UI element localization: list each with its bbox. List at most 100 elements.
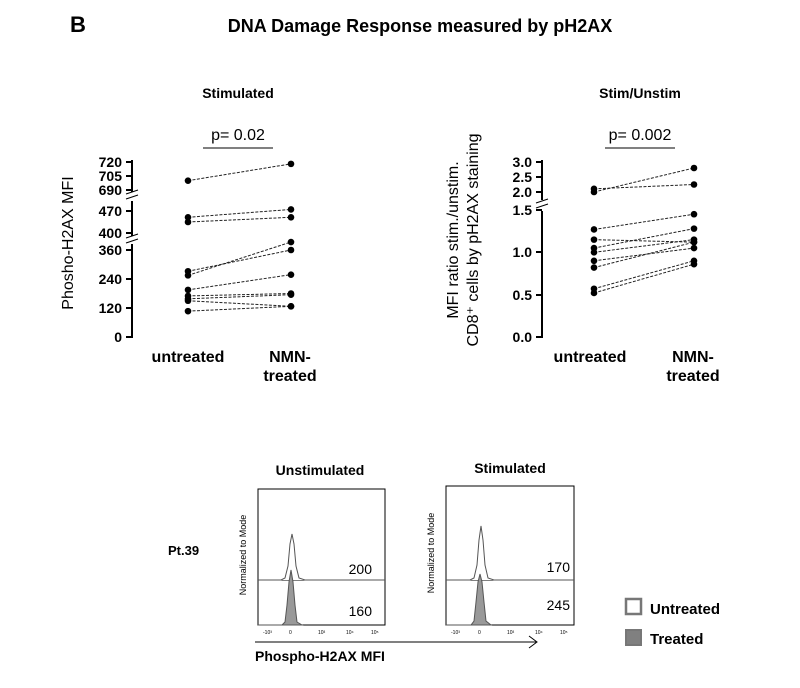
x-tick-label: -10³ <box>451 630 460 636</box>
untreated-point <box>184 218 192 226</box>
x-axis-label: Phospho-H2AX MFI <box>255 648 385 664</box>
treated-mfi-value: 160 <box>349 603 373 619</box>
y-tick: 720 <box>99 154 132 170</box>
treated-point <box>690 260 698 268</box>
y-tick-label: 240 <box>99 271 123 287</box>
x-tick-label: untreated <box>554 349 627 366</box>
stimulated-chart: Stimulated p= 0.02 Phosho-H2AX MFI 720 7… <box>60 85 317 385</box>
y-tick: 0 <box>114 329 132 345</box>
y-tick: 360 <box>99 242 132 258</box>
y-tick: 2.5 <box>513 169 542 185</box>
treated-point <box>287 238 295 246</box>
y-axis-label: Phosho-H2AX MFI <box>60 176 77 309</box>
treated-mfi-value: 245 <box>547 597 571 613</box>
patient-label: Pt.39 <box>168 543 199 558</box>
y-tick-label: 120 <box>99 300 123 316</box>
x-tick-label: 10⁴ <box>346 630 354 636</box>
pair-line <box>593 260 695 290</box>
y-axis-label: Normalized to Mode <box>426 513 436 594</box>
y-tick: 400 <box>99 225 132 241</box>
x-tick-label: 10⁵ <box>560 630 568 636</box>
axis-break-mark <box>125 238 139 244</box>
untreated-point <box>184 297 192 305</box>
y-tick: 0.0 <box>513 329 542 345</box>
pair-line <box>593 239 695 253</box>
histogram-section: Unstimulated Stimulated Pt.39 Normalized… <box>168 460 720 664</box>
x-tick-label: 10³ <box>318 630 326 636</box>
y-tick-label: 1.5 <box>513 202 533 218</box>
treated-point <box>690 164 698 172</box>
axis-break-mark <box>125 233 139 239</box>
y-tick: 1.5 <box>513 202 542 218</box>
data-pairs <box>590 164 698 297</box>
pair-line <box>187 305 292 312</box>
x-tick-label: -10³ <box>263 630 272 636</box>
y-axis-label-multiline: MFI ratio stim./unstim. CD8⁺ cells by pH2… <box>445 134 482 347</box>
axis-break-mark <box>125 189 139 195</box>
pair-line <box>187 274 292 291</box>
untreated-histogram <box>446 525 574 581</box>
axis-break-mark <box>535 198 549 204</box>
untreated-point <box>590 264 598 271</box>
x-tick-label: 0 <box>289 630 292 636</box>
untreated-mfi-value: 170 <box>547 559 571 575</box>
legend-swatch-treated <box>625 629 642 646</box>
histogram-frame <box>257 488 386 626</box>
legend: Untreated Treated <box>624 597 720 648</box>
untreated-histogram <box>258 533 385 581</box>
histogram-frame <box>445 485 575 626</box>
treated-point <box>287 246 295 254</box>
untreated-point <box>184 307 192 315</box>
x-tick-label: 10⁴ <box>535 630 543 636</box>
pair-line <box>187 241 292 276</box>
y-tick-label: 720 <box>99 154 123 170</box>
treated-point <box>690 238 698 246</box>
p-value: p= 0.002 <box>609 127 672 144</box>
figure-title: DNA Damage Response measured by pH2AX <box>228 16 612 36</box>
pair-line <box>593 263 695 294</box>
y-tick: 240 <box>99 271 132 287</box>
pair-line <box>593 228 695 249</box>
axis-break-mark <box>125 194 139 200</box>
pair-line <box>187 300 292 307</box>
x-tick-label-multiline: NMN-treated <box>666 349 719 385</box>
treated-point <box>690 181 698 188</box>
y-tick: 1.0 <box>513 244 542 260</box>
legend-label: Untreated <box>650 601 720 618</box>
pair-line <box>187 208 292 218</box>
histogram-panel-unstimulated: Normalized to Mode 200 160 -10³ 0 10³ 10… <box>238 488 386 636</box>
y-tick: 120 <box>99 300 132 316</box>
p-value: p= 0.02 <box>211 127 265 144</box>
treated-point <box>287 271 295 278</box>
treated-point <box>287 160 295 168</box>
untreated-point <box>184 177 192 184</box>
pair-line <box>187 294 292 300</box>
y-tick: 0.5 <box>513 287 542 303</box>
untreated-point <box>590 236 598 243</box>
treated-point <box>287 303 295 310</box>
x-tick-label: untreated <box>152 349 225 366</box>
pair-line <box>187 163 292 182</box>
y-tick: 690 <box>99 182 132 198</box>
treated-point <box>690 225 698 232</box>
axis-break-mark <box>535 203 549 209</box>
untreated-point <box>590 185 598 193</box>
treated-point <box>287 213 295 221</box>
untreated-point <box>590 257 598 265</box>
chart-title: Stimulated <box>202 85 274 101</box>
chart-title: Stim/Unstim <box>599 85 681 101</box>
arrow-head-icon <box>528 635 538 649</box>
y-tick-label: 1.0 <box>513 244 533 260</box>
treated-histogram <box>258 569 304 626</box>
y-tick-label: 705 <box>99 168 123 184</box>
y-tick-label: 470 <box>99 203 123 219</box>
x-tick-label: 10³ <box>507 630 515 636</box>
y-tick: 705 <box>99 168 132 184</box>
y-axis-label: Normalized to Mode <box>238 515 248 596</box>
y-tick-label: 400 <box>99 225 123 241</box>
untreated-point <box>590 226 598 233</box>
histogram-title: Stimulated <box>474 460 546 476</box>
histogram-panel-stimulated: Normalized to Mode 170 245 -10³ 0 10³ 10… <box>426 485 575 636</box>
untreated-mfi-value: 200 <box>349 561 373 577</box>
pair-line <box>593 184 695 190</box>
